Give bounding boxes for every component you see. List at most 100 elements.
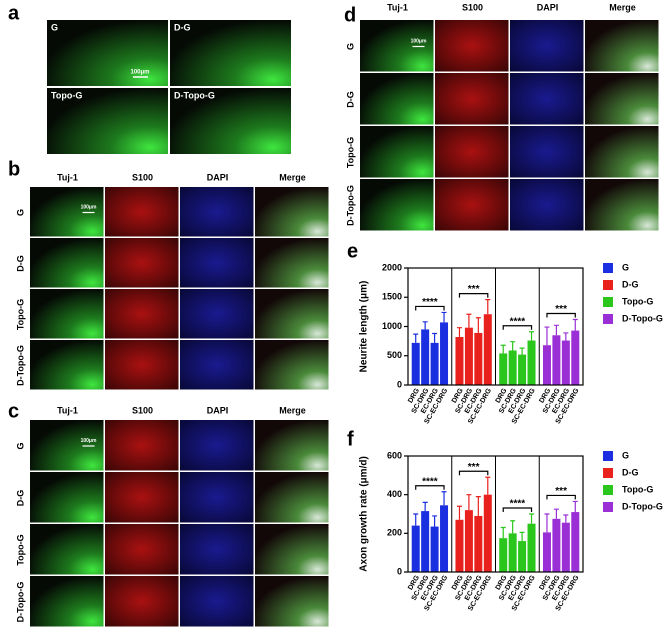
micrograph [255, 187, 329, 237]
error-bar [456, 505, 462, 520]
micrograph [105, 340, 179, 390]
significance-bracket [458, 470, 489, 476]
micrograph [180, 524, 254, 575]
error-bar [529, 331, 535, 341]
error-bar [466, 313, 472, 328]
significance-bracket [502, 507, 533, 512]
micrograph [30, 289, 104, 339]
error-bar [544, 326, 550, 346]
micrograph [30, 238, 104, 288]
micrograph [30, 420, 104, 471]
legend-swatch [603, 502, 613, 512]
micrograph [30, 340, 104, 390]
column-label: S100 [132, 172, 153, 182]
bar [518, 541, 527, 572]
bar [499, 353, 508, 385]
micrograph [510, 20, 584, 72]
micrograph [255, 420, 329, 471]
bar [552, 518, 561, 572]
row-label: G [15, 209, 25, 216]
bar [440, 322, 449, 385]
scale-label: 100μm [411, 39, 427, 45]
panel-label: d [344, 4, 356, 26]
micrograph [180, 420, 254, 471]
bar [571, 330, 580, 385]
error-bar [466, 494, 472, 511]
legend-swatch [603, 263, 613, 273]
legend-swatch [603, 280, 613, 290]
error-bar [456, 327, 462, 338]
scale-label: 100μm [130, 70, 149, 76]
legend-label: G [622, 450, 629, 460]
legend-label: Topo-G [622, 296, 653, 306]
significance-label: **** [510, 499, 526, 510]
y-tick-label: 0 [397, 379, 402, 389]
image-label: G [51, 22, 58, 32]
panel-label: c [8, 400, 19, 422]
y-tick-label: 2000 [382, 262, 402, 272]
bar [421, 329, 430, 385]
panel-label: a [8, 2, 20, 24]
micrograph [105, 420, 179, 471]
bar [455, 337, 464, 385]
bar [474, 332, 483, 385]
image-label: Topo-G [51, 90, 82, 100]
micrograph [585, 20, 659, 72]
bar [561, 522, 570, 572]
error-bar [500, 526, 506, 539]
error-bar [475, 496, 481, 516]
significance-label: **** [510, 316, 526, 327]
column-label: Tuj-1 [57, 405, 78, 415]
bar [464, 510, 473, 572]
micrograph [255, 576, 329, 627]
bar [411, 342, 420, 385]
column-label: DAPI [207, 405, 229, 415]
bar [411, 525, 420, 572]
error-bar [441, 491, 447, 506]
error-bar [553, 324, 559, 336]
error-bar [475, 317, 481, 333]
bar [455, 519, 464, 572]
row-label: D-G [15, 490, 25, 507]
micrograph [255, 340, 329, 390]
row-label: D-Topo-G [345, 185, 355, 226]
micrograph [47, 88, 168, 154]
bar [474, 515, 483, 572]
y-tick-label: 400 [387, 489, 402, 499]
bar [527, 523, 536, 572]
micrograph [435, 73, 509, 125]
bar [527, 340, 536, 385]
significance-label: *** [468, 284, 480, 295]
significance-bracket [458, 292, 489, 298]
micrograph [170, 20, 291, 86]
row-label: G [15, 442, 25, 449]
column-label: S100 [132, 405, 153, 415]
error-bar [572, 318, 578, 331]
micrograph [255, 524, 329, 575]
micrograph [180, 576, 254, 627]
image-label: D-G [174, 22, 191, 32]
legend-label: G [622, 262, 629, 272]
error-bar [529, 513, 535, 524]
error-bar [563, 332, 569, 341]
legend-label: D-G [622, 467, 639, 477]
y-axis-title: Axon growth rate (μm/d) [359, 456, 370, 572]
micrograph [255, 238, 329, 288]
micrograph [105, 187, 179, 237]
error-bar [553, 508, 559, 519]
row-label: Topo-G [15, 299, 25, 330]
micrograph [585, 73, 659, 125]
micrograph [255, 472, 329, 523]
significance-bracket [546, 312, 576, 318]
panel-label: b [8, 158, 20, 180]
scale-label: 100μm [81, 438, 97, 444]
error-bar [432, 515, 438, 527]
error-bar [519, 347, 525, 355]
micrograph [105, 524, 179, 575]
legend-label: D-Topo-G [622, 501, 663, 511]
micrograph [180, 340, 254, 390]
micrograph [510, 126, 584, 178]
row-label: D-G [345, 91, 355, 108]
error-bar [544, 513, 550, 533]
error-bar [519, 531, 525, 542]
